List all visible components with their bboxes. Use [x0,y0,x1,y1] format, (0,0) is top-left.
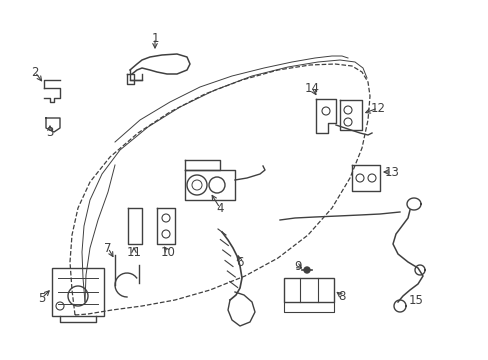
Text: 15: 15 [408,293,423,306]
Text: 6: 6 [236,256,243,269]
Text: 13: 13 [384,166,399,179]
Text: 8: 8 [338,289,345,302]
Text: 1: 1 [151,31,159,45]
Text: 2: 2 [31,66,39,78]
Circle shape [304,267,309,273]
Text: 7: 7 [104,242,112,255]
Bar [52,268,104,316]
Text: 14: 14 [304,81,319,94]
Text: 4: 4 [216,202,224,215]
Text: 10: 10 [160,246,175,258]
Text: 3: 3 [46,126,54,139]
Bar [284,278,333,302]
Text: 12: 12 [370,102,385,114]
Text: 9: 9 [294,260,301,273]
Text: 5: 5 [38,292,45,305]
Text: 11: 11 [126,246,141,258]
